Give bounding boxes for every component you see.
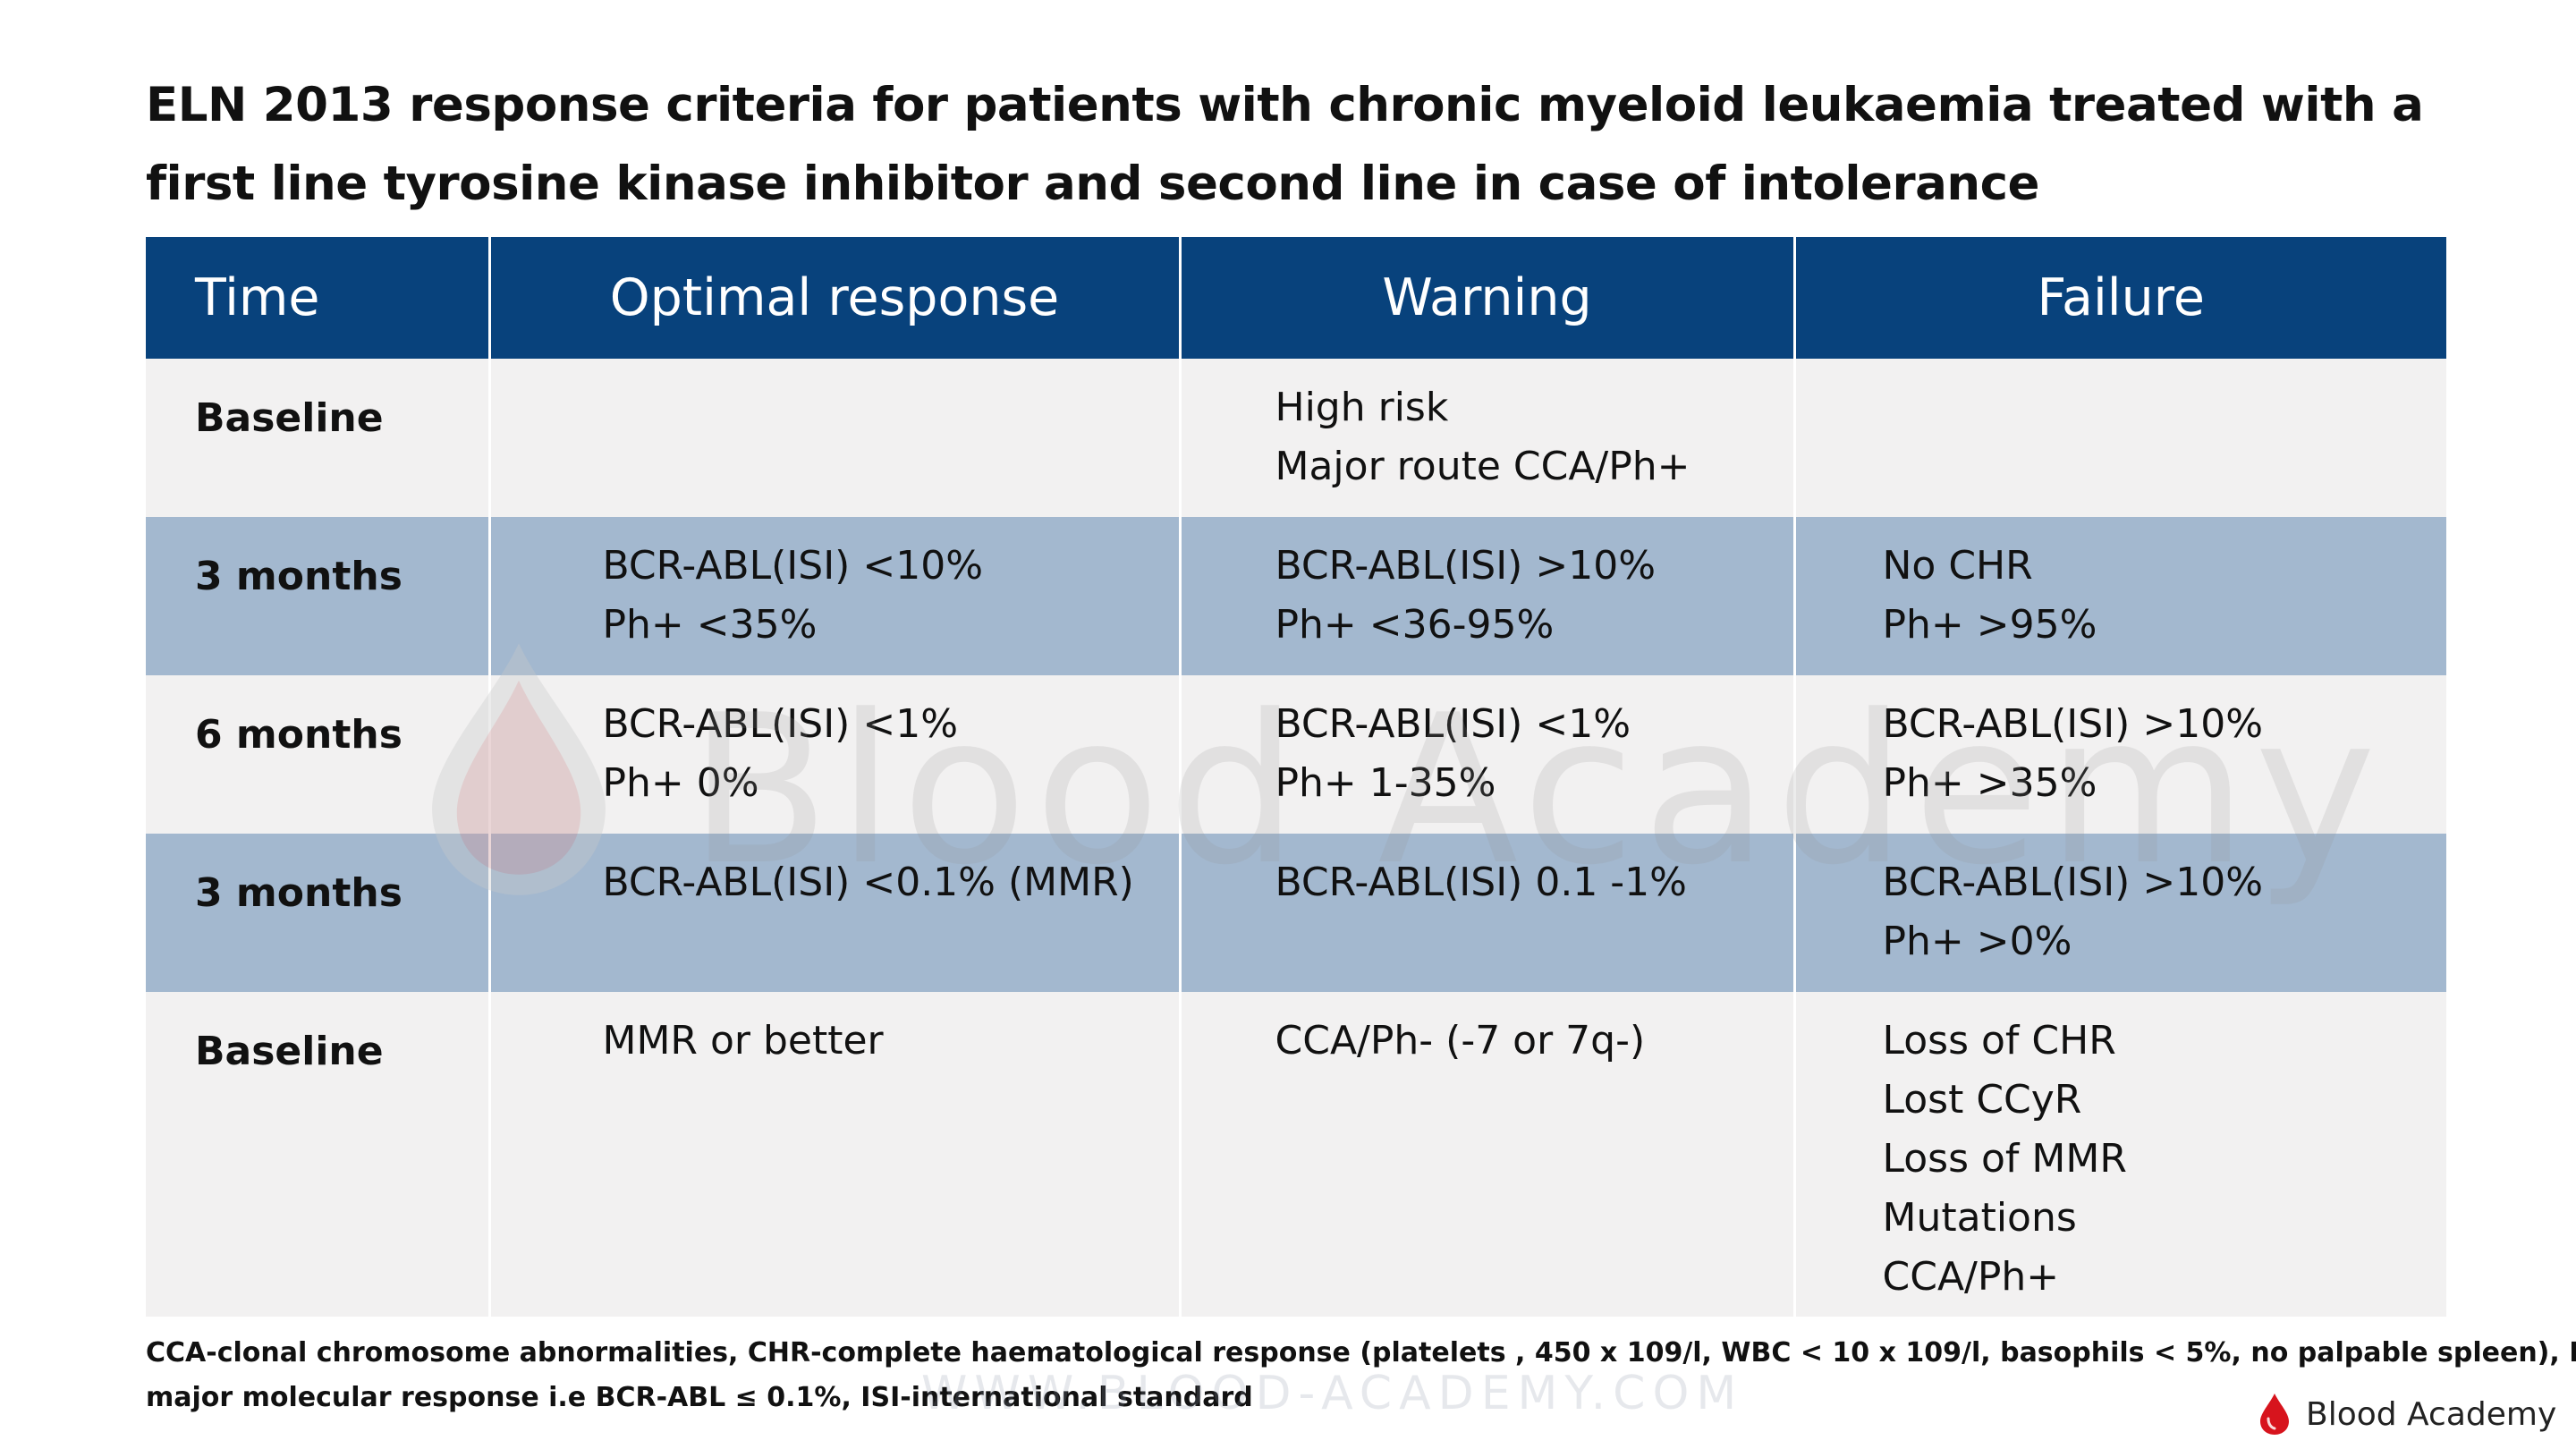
criteria-line: Ph+ 0%	[603, 754, 1179, 813]
criteria-line: BCR-ABL(ISI) <0.1% (MMR)	[603, 853, 1179, 912]
title-line-1: ELN 2013 response criteria for patients …	[146, 66, 2507, 145]
cell-optimal: BCR-ABL(ISI) <0.1% (MMR)	[489, 834, 1180, 992]
cell-failure: BCR-ABL(ISI) >10% Ph+ >35%	[1794, 675, 2446, 834]
criteria-line: Ph+ >95%	[1883, 596, 2447, 655]
cell-warning: High risk Major route CCA/Ph+	[1180, 359, 1794, 517]
criteria-line: Ph+ <35%	[603, 596, 1179, 655]
watermark-url: WWW.BLOOD-ACADEMY.COM	[921, 1367, 1743, 1420]
cell-optimal: BCR-ABL(ISI) <10% Ph+ <35%	[489, 517, 1180, 675]
criteria-line: No CHR	[1883, 537, 2447, 596]
cell-failure	[1794, 359, 2446, 517]
table-header-row: Time Optimal response Warning Failure	[146, 237, 2446, 359]
cell-failure: Loss of CHR Lost CCyR Loss of MMR Mutations…	[1794, 992, 2446, 1317]
criteria-line: MMR or better	[603, 1012, 1179, 1071]
cell-optimal: BCR-ABL(ISI) <1% Ph+ 0%	[489, 675, 1180, 834]
cell-time: 6 months	[146, 675, 489, 834]
criteria-line: Major route CCA/Ph+	[1275, 437, 1793, 496]
title-line-2: first line tyrosine kinase inhibitor and…	[146, 145, 2507, 224]
header-time: Time	[146, 237, 489, 359]
brand-logo: Blood Academy	[2258, 1391, 2556, 1437]
cell-warning: BCR-ABL(ISI) 0.1 -1%	[1180, 834, 1794, 992]
table-row: Baseline High risk Major route CCA/Ph+	[146, 359, 2446, 517]
criteria-line: CCA/Ph+	[1883, 1248, 2447, 1307]
header-optimal-response: Optimal response	[489, 237, 1180, 359]
cell-failure: No CHR Ph+ >95%	[1794, 517, 2446, 675]
criteria-line: BCR-ABL(ISI) >10%	[1883, 853, 2447, 912]
criteria-line: Ph+ >0%	[1883, 912, 2447, 971]
cell-optimal	[489, 359, 1180, 517]
table-row: 3 months BCR-ABL(ISI) <0.1% (MMR) BCR-ABL(…	[146, 834, 2446, 992]
cell-time: Baseline	[146, 992, 489, 1317]
blood-drop-icon	[2258, 1392, 2292, 1436]
time-label: 6 months	[195, 675, 488, 765]
criteria-line: Lost CCyR	[1883, 1071, 2447, 1130]
cell-time: 3 months	[146, 517, 489, 675]
criteria-line: BCR-ABL(ISI) <1%	[1275, 695, 1793, 754]
cell-time: 3 months	[146, 834, 489, 992]
criteria-line: Ph+ >35%	[1883, 754, 2447, 813]
time-label: 3 months	[195, 517, 488, 606]
header-failure: Failure	[1794, 237, 2446, 359]
table-row: 6 months BCR-ABL(ISI) <1% Ph+ 0% BCR-ABL(IS…	[146, 675, 2446, 834]
response-criteria-table: Time Optimal response Warning Failure Ba…	[146, 237, 2446, 1317]
cell-warning: BCR-ABL(ISI) >10% Ph+ <36-95%	[1180, 517, 1794, 675]
time-label: 3 months	[195, 834, 488, 923]
criteria-line: BCR-ABL(ISI) <10%	[603, 537, 1179, 596]
table-row: Baseline MMR or better CCA/Ph- (-7 or 7q-)…	[146, 992, 2446, 1317]
brand-name: Blood Academy	[2306, 1396, 2556, 1433]
criteria-line: CCA/Ph- (-7 or 7q-)	[1275, 1012, 1793, 1071]
criteria-line: BCR-ABL(ISI) 0.1 -1%	[1275, 853, 1793, 912]
criteria-line: BCR-ABL(ISI) <1%	[603, 695, 1179, 754]
criteria-line: Ph+ <36-95%	[1275, 596, 1793, 655]
time-label: Baseline	[195, 992, 488, 1081]
criteria-line: BCR-ABL(ISI) >10%	[1883, 695, 2447, 754]
criteria-line: Loss of CHR	[1883, 1012, 2447, 1071]
header-warning: Warning	[1180, 237, 1794, 359]
cell-warning: CCA/Ph- (-7 or 7q-)	[1180, 992, 1794, 1317]
cell-time: Baseline	[146, 359, 489, 517]
criteria-line: BCR-ABL(ISI) >10%	[1275, 537, 1793, 596]
time-label: Baseline	[195, 359, 488, 448]
criteria-line: High risk	[1275, 378, 1793, 437]
table-row: 3 months BCR-ABL(ISI) <10% Ph+ <35% BCR-ABL…	[146, 517, 2446, 675]
criteria-line: Loss of MMR	[1883, 1130, 2447, 1189]
page-title: ELN 2013 response criteria for patients …	[146, 66, 2507, 224]
criteria-line: Ph+ 1-35%	[1275, 754, 1793, 813]
cell-warning: BCR-ABL(ISI) <1% Ph+ 1-35%	[1180, 675, 1794, 834]
criteria-line: Mutations	[1883, 1189, 2447, 1248]
cell-optimal: MMR or better	[489, 992, 1180, 1317]
cell-failure: BCR-ABL(ISI) >10% Ph+ >0%	[1794, 834, 2446, 992]
